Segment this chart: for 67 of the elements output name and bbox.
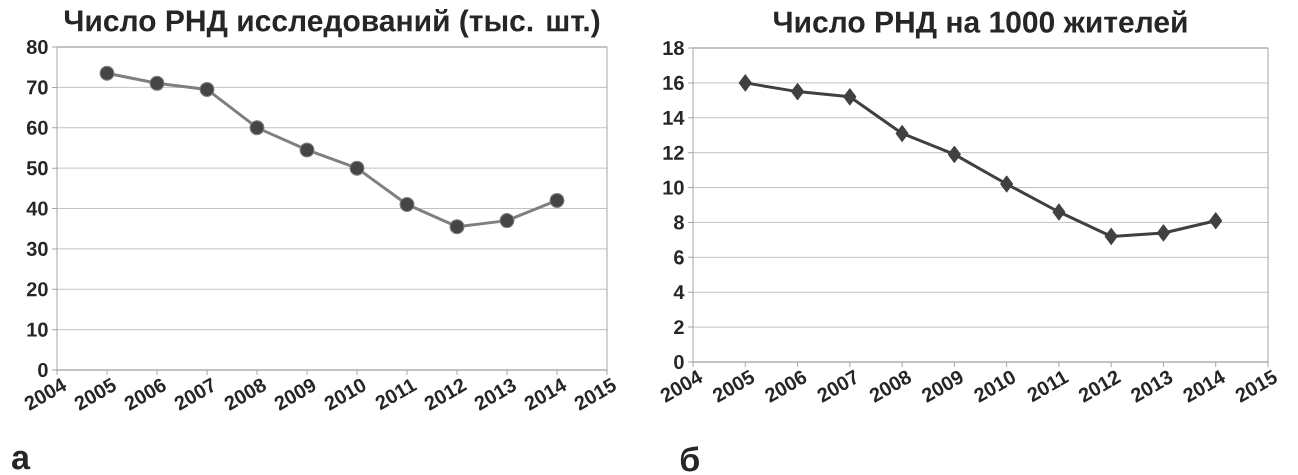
point [1052, 203, 1066, 221]
point [99, 65, 115, 81]
y-tick-label: 0 [674, 354, 684, 370]
x-tick-label: 2012 [424, 378, 468, 411]
x-tick-label: 2009 [274, 378, 316, 411]
point [1104, 227, 1118, 245]
x-tick-label: 2011 [375, 378, 418, 411]
y-tick-label: 16 [663, 75, 684, 90]
x-tick-label: 2004 [24, 378, 67, 411]
point [499, 213, 515, 229]
x-tick-label: 2011 [1027, 370, 1070, 403]
point [349, 160, 365, 176]
y-tick-label: 6 [674, 250, 684, 265]
x-tick-label: 2007 [174, 377, 214, 411]
y-tick-label: 14 [663, 110, 685, 125]
point [199, 81, 215, 97]
y-tick-label: 18 [663, 40, 684, 56]
point [1156, 224, 1170, 242]
point [299, 142, 315, 158]
point [895, 124, 909, 142]
x-tick-label: 2013 [1131, 370, 1173, 403]
point [549, 192, 565, 208]
x-tick-label: 2005 [74, 377, 116, 411]
x-tick-label: 2012 [1078, 370, 1122, 403]
y-tick-label: 80 [26, 39, 48, 55]
y-tick-label: 40 [26, 201, 48, 216]
x-tick-label: 2015 [574, 377, 616, 411]
y-tick-label: 60 [26, 120, 48, 135]
x-tick-label: 2013 [474, 378, 516, 411]
x-tick-label: 2007 [817, 369, 857, 403]
y-tick-label: 12 [663, 145, 684, 160]
y-tick-label: 2 [674, 320, 684, 335]
point [843, 88, 857, 106]
y-tick-label: 4 [673, 285, 685, 300]
point [738, 74, 752, 92]
y-tick-label: 30 [26, 241, 48, 256]
y-tick-label: 0 [38, 362, 48, 378]
x-tick-label: 2008 [224, 378, 267, 411]
x-tick-label: 2009 [921, 370, 963, 403]
point [1209, 212, 1223, 230]
y-tick-label: 50 [26, 161, 48, 176]
x-tick-label: 2015 [1235, 369, 1277, 403]
text: а [12, 450, 31, 470]
point [1000, 175, 1014, 193]
point [947, 145, 961, 163]
y-tick-label: 20 [26, 282, 48, 297]
point [149, 75, 165, 91]
x-tick-label: 2005 [712, 369, 755, 403]
y-tick-label: 10 [663, 180, 684, 195]
y-tick-label: 10 [27, 322, 48, 337]
y-tick-label: 70 [27, 80, 48, 95]
text: б [680, 446, 699, 472]
x-tick-label: 2014 [1183, 370, 1226, 403]
x-tick-label: 2008 [869, 370, 912, 403]
x-tick-label: 2014 [524, 378, 567, 411]
point [399, 196, 415, 212]
point [449, 219, 465, 235]
y-tick-label: 8 [673, 215, 684, 230]
chart-title: Число РНД исследований (тыс. шт.) [64, 8, 600, 38]
x-tick-label: 2006 [765, 370, 807, 403]
x-tick-label: 2004 [660, 370, 703, 403]
x-tick-label: 2010 [324, 378, 366, 411]
x-tick-label: 2006 [124, 378, 166, 411]
chart-title: Число РНД на 1000 жителей [774, 10, 1187, 39]
x-tick-label: 2010 [974, 370, 1015, 403]
point [249, 120, 265, 136]
point [791, 83, 805, 101]
